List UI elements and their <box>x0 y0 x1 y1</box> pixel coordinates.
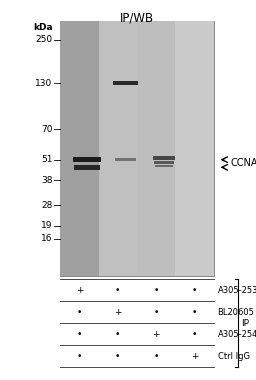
FancyBboxPatch shape <box>60 21 214 275</box>
Text: •: • <box>115 286 120 295</box>
Text: +: + <box>76 286 83 295</box>
FancyBboxPatch shape <box>153 156 175 160</box>
Text: •: • <box>115 352 120 361</box>
Text: •: • <box>192 308 197 317</box>
Text: IP: IP <box>241 319 249 328</box>
Text: 70: 70 <box>41 125 52 134</box>
Text: 19: 19 <box>41 222 52 230</box>
Text: •: • <box>154 308 159 317</box>
Text: 28: 28 <box>41 201 52 210</box>
Text: A305-254A: A305-254A <box>218 330 256 339</box>
Text: IP/WB: IP/WB <box>120 12 154 25</box>
FancyBboxPatch shape <box>113 81 138 85</box>
Text: 16: 16 <box>41 234 52 243</box>
Text: •: • <box>192 330 197 339</box>
Text: 250: 250 <box>35 35 52 44</box>
Text: 51: 51 <box>41 155 52 164</box>
Text: •: • <box>192 286 197 295</box>
FancyBboxPatch shape <box>115 158 136 162</box>
Text: •: • <box>115 330 120 339</box>
Text: •: • <box>77 352 82 361</box>
Text: 38: 38 <box>41 176 52 185</box>
Text: BL20605: BL20605 <box>218 308 254 317</box>
Text: +: + <box>191 352 198 361</box>
Text: A305-253A: A305-253A <box>218 286 256 295</box>
FancyBboxPatch shape <box>155 165 173 168</box>
Text: +: + <box>152 330 160 339</box>
Text: kDa: kDa <box>33 23 52 32</box>
FancyBboxPatch shape <box>154 161 174 164</box>
Text: +: + <box>114 308 122 317</box>
Text: CCNA2: CCNA2 <box>230 158 256 168</box>
FancyBboxPatch shape <box>137 21 175 275</box>
FancyBboxPatch shape <box>99 21 137 275</box>
Text: •: • <box>154 352 159 361</box>
FancyBboxPatch shape <box>73 157 101 163</box>
Text: 130: 130 <box>35 79 52 88</box>
Text: Ctrl IgG: Ctrl IgG <box>218 352 250 361</box>
FancyBboxPatch shape <box>74 165 100 170</box>
FancyBboxPatch shape <box>60 21 99 275</box>
Text: •: • <box>77 308 82 317</box>
FancyBboxPatch shape <box>175 21 214 275</box>
Text: •: • <box>154 286 159 295</box>
Text: •: • <box>77 330 82 339</box>
